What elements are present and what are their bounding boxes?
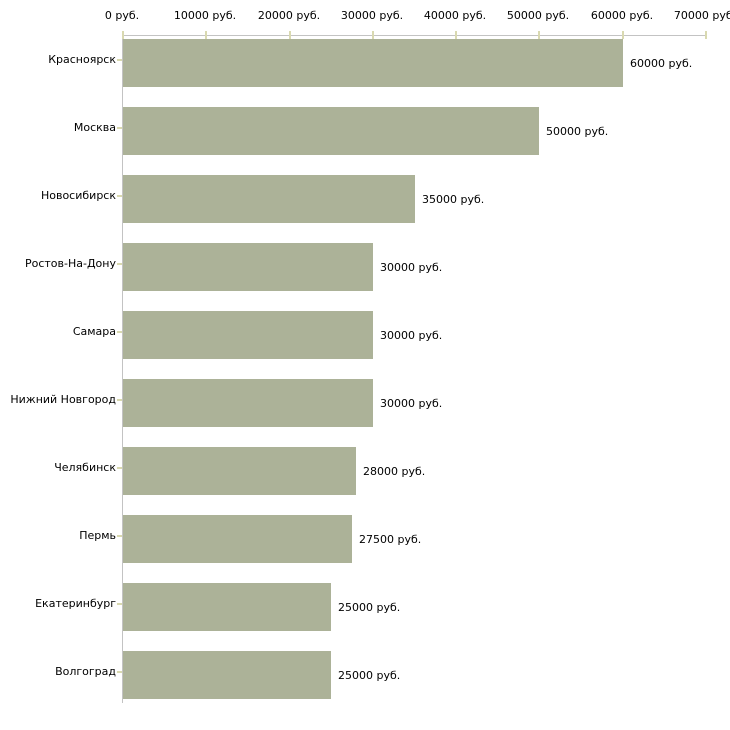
y-tick-mark: [117, 195, 122, 197]
category-label: Волгоград: [55, 664, 116, 678]
y-tick-mark: [117, 331, 122, 333]
category-label: Пермь: [79, 528, 116, 542]
bar: [123, 447, 356, 495]
y-tick-mark: [117, 59, 122, 61]
x-axis-line: [122, 35, 706, 36]
x-tick-label: 40000 руб.: [423, 9, 487, 22]
x-tick-label: 50000 руб.: [506, 9, 570, 22]
category-label: Екатеринбург: [35, 596, 116, 610]
category-label: Ростов-На-Дону: [24, 256, 116, 270]
value-label: 60000 руб.: [630, 56, 693, 70]
value-label: 35000 руб.: [422, 192, 485, 206]
y-tick-mark: [117, 535, 122, 537]
x-tick-mark: [289, 31, 291, 39]
category-label: Москва: [73, 120, 116, 134]
category-label: Новосибирск: [40, 188, 116, 202]
x-tick-label: 30000 руб.: [340, 9, 404, 22]
x-tick-label: 10000 руб.: [173, 9, 237, 22]
bar: [123, 175, 415, 223]
y-tick-mark: [117, 603, 122, 605]
category-label: Нижний Новгород: [10, 392, 116, 406]
value-label: 25000 руб.: [338, 668, 401, 682]
x-tick-mark: [372, 31, 374, 39]
y-tick-mark: [117, 467, 122, 469]
bar: [123, 311, 373, 359]
category-label: Челябинск: [54, 460, 116, 474]
bar: [123, 107, 539, 155]
x-tick-mark: [705, 31, 707, 39]
value-label: 28000 руб.: [363, 464, 426, 478]
x-tick-label: 60000 руб.: [590, 9, 654, 22]
bar: [123, 379, 373, 427]
x-tick-mark: [622, 31, 624, 39]
y-axis-line: [122, 35, 123, 703]
value-label: 27500 руб.: [359, 532, 422, 546]
y-tick-mark: [117, 127, 122, 129]
value-label: 30000 руб.: [380, 260, 443, 274]
bar: [123, 39, 623, 87]
bar: [123, 243, 373, 291]
y-tick-mark: [117, 399, 122, 401]
y-tick-mark: [117, 263, 122, 265]
value-label: 30000 руб.: [380, 396, 443, 410]
y-tick-mark: [117, 671, 122, 673]
x-tick-label: 0 руб.: [104, 9, 140, 22]
value-label: 25000 руб.: [338, 600, 401, 614]
bar: [123, 515, 352, 563]
category-label: Самара: [72, 324, 116, 338]
value-label: 50000 руб.: [546, 124, 609, 138]
x-tick-label: 20000 руб.: [257, 9, 321, 22]
x-tick-mark: [455, 31, 457, 39]
x-tick-label: 70000 руб.: [673, 9, 730, 22]
bar: [123, 583, 331, 631]
value-label: 30000 руб.: [380, 328, 443, 342]
x-tick-mark: [205, 31, 207, 39]
bar: [123, 651, 331, 699]
category-label: Красноярск: [48, 52, 116, 66]
x-tick-mark: [122, 31, 124, 39]
x-tick-mark: [538, 31, 540, 39]
